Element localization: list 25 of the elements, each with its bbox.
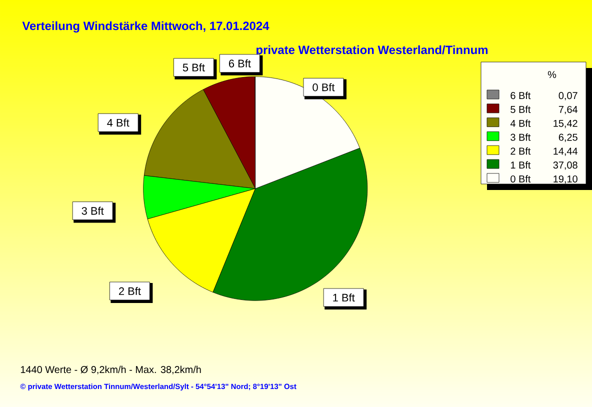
legend-label: 3 Bft xyxy=(510,133,531,141)
chart-subtitle: private Wetterstation Westerland/Tinnum xyxy=(256,45,488,56)
data-label: 37,08 xyxy=(553,162,578,170)
slice-label: 5 Bft xyxy=(182,63,205,72)
chart-title: Verteilung Windstärke Mittwoch, 17.01.2024 xyxy=(22,21,270,33)
slice-label: 6 Bft xyxy=(229,59,251,68)
legend-title: % xyxy=(548,71,556,78)
data-label: 6,25 xyxy=(558,134,578,142)
category-label: 3 Bft xyxy=(82,206,104,215)
legend-label: 0 Bft xyxy=(510,175,531,182)
slice-label: 4 Bft xyxy=(107,118,130,127)
text: 1440 Werte - Ø 9,2km/h - Max. 38,2km/h xyxy=(20,366,201,374)
data-label: 14,44 xyxy=(554,148,578,156)
legend-label: 1 Bft xyxy=(510,161,531,169)
legend-label: 4 Bft xyxy=(510,120,531,127)
data-label: 15,42 xyxy=(554,120,578,128)
category-label: 2 Bft xyxy=(118,287,141,295)
data-label: 19,10 xyxy=(554,175,578,184)
legend-label: 6 Bft xyxy=(510,92,531,100)
data-label: 7,64 xyxy=(558,106,578,114)
slice-label: 1 Bft xyxy=(333,294,355,302)
slice-label: 0 Bft xyxy=(312,83,335,92)
legend-label: 2 Bft xyxy=(510,147,531,155)
data-label: 0,07 xyxy=(558,92,578,100)
legend-label: 5 Bft xyxy=(510,106,531,113)
